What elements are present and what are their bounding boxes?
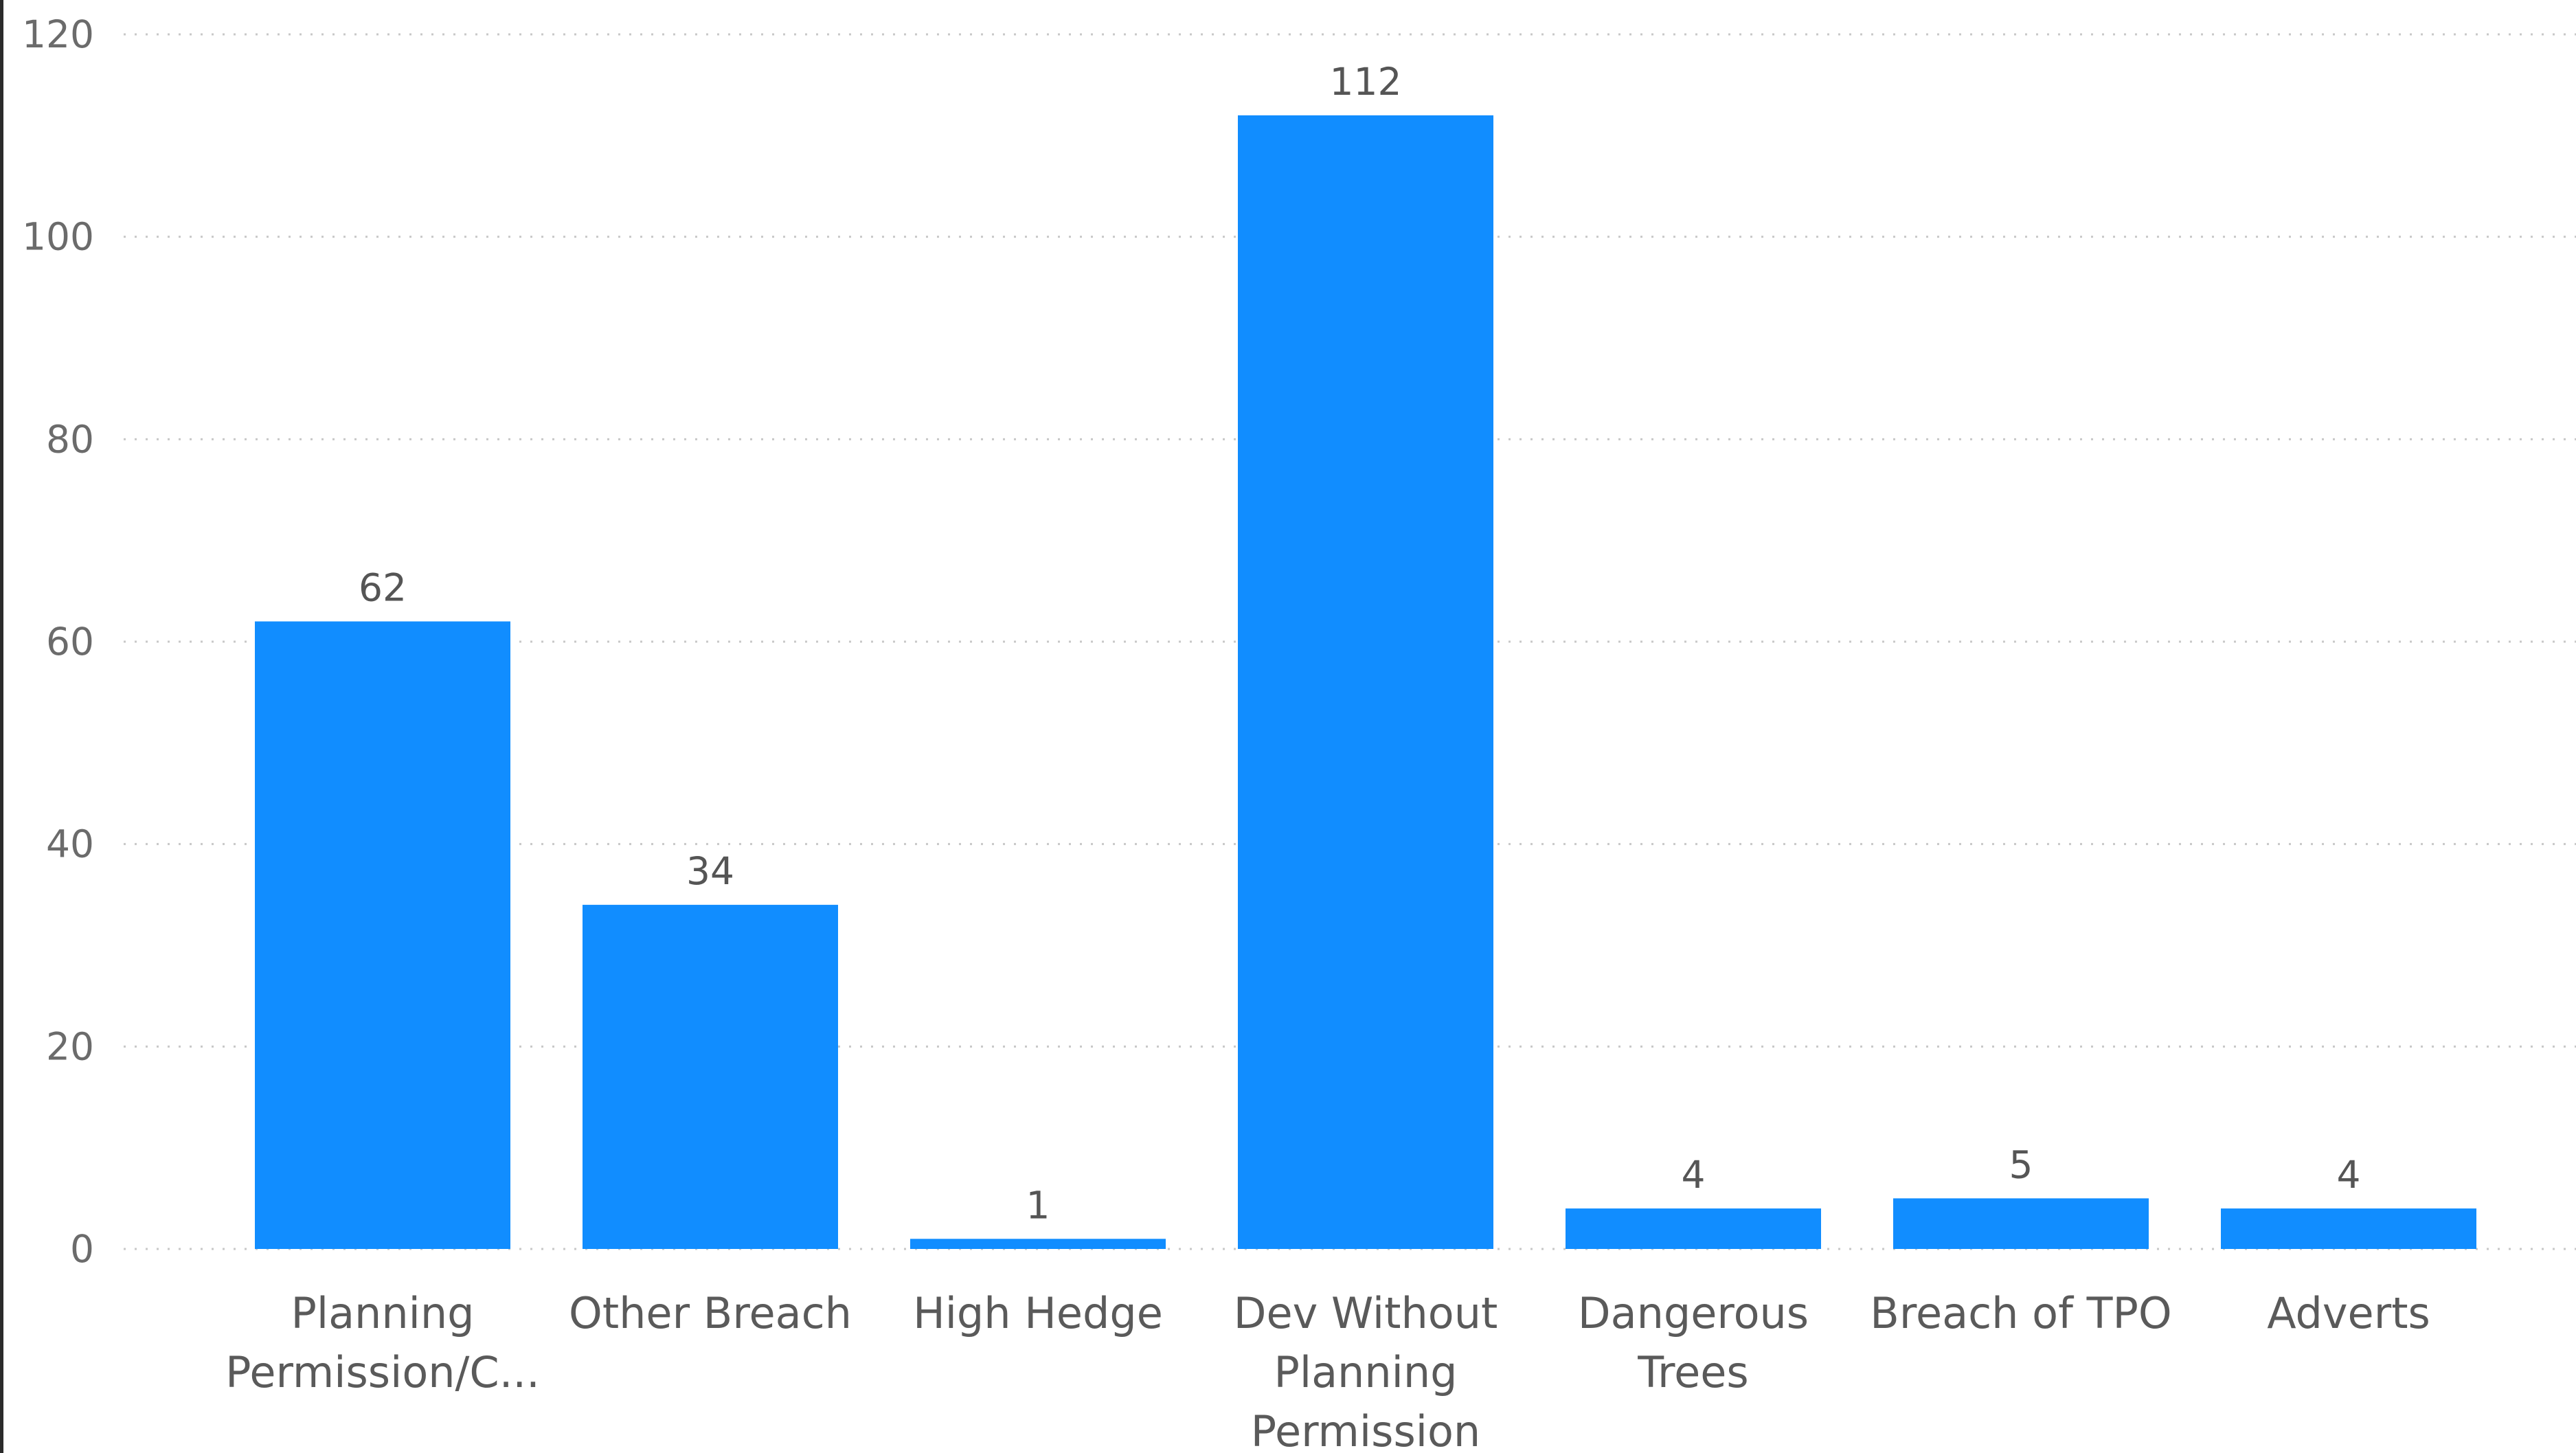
x-category-label: Other Breach xyxy=(569,1288,852,1338)
bar[interactable] xyxy=(2221,1208,2476,1249)
y-tick-label: 100 xyxy=(22,215,94,259)
x-category-label-line: Breach of TPO xyxy=(1870,1288,2171,1338)
bar[interactable] xyxy=(910,1239,1166,1249)
y-axis-ticks: 0 20 40 60 80 100 120 xyxy=(22,12,94,1271)
x-category-label-line: High Hedge xyxy=(913,1288,1163,1338)
bar-chart: 0 20 40 60 80 100 120 62 34 1 112 4 5 4 Planning Perm… xyxy=(22,12,2576,1453)
x-category-label-line: Adverts xyxy=(2267,1288,2430,1338)
x-category-label: Adverts xyxy=(2267,1288,2430,1338)
x-category-label-line: Dev Without xyxy=(1234,1288,1498,1338)
data-label: 4 xyxy=(2337,1153,2361,1197)
data-labels: 62 34 1 112 4 5 4 xyxy=(359,60,2361,1227)
data-label: 112 xyxy=(1330,60,1402,104)
x-category-label: Planning Permission/C... xyxy=(225,1288,540,1397)
y-tick-label: 20 xyxy=(46,1024,94,1068)
x-category-label-line: Other Breach xyxy=(569,1288,852,1338)
x-category-label: High Hedge xyxy=(913,1288,1163,1338)
x-category-label-line: Dangerous xyxy=(1578,1288,1809,1338)
x-category-label: Dangerous Trees xyxy=(1578,1288,1809,1397)
data-label: 5 xyxy=(2009,1142,2033,1186)
gridlines xyxy=(124,33,2576,1250)
bars xyxy=(255,115,2476,1249)
x-category-label-line: Planning xyxy=(291,1288,474,1338)
data-label: 62 xyxy=(359,566,407,610)
y-tick-label: 120 xyxy=(22,12,94,56)
bar[interactable] xyxy=(1238,115,1493,1249)
x-category-label: Breach of TPO xyxy=(1870,1288,2171,1338)
y-tick-label: 40 xyxy=(46,822,94,866)
x-axis-categories: Planning Permission/C... Other Breach High … xyxy=(225,1288,2430,1453)
x-category-label-line: Permission xyxy=(1251,1406,1480,1453)
y-tick-label: 80 xyxy=(46,417,94,461)
x-category-label-line: Permission/C... xyxy=(225,1347,540,1397)
x-category-label: Dev Without Planning Permission xyxy=(1234,1288,1498,1453)
data-label: 4 xyxy=(1682,1153,1706,1197)
y-tick-label: 0 xyxy=(70,1227,94,1271)
bar[interactable] xyxy=(583,905,838,1249)
data-label: 1 xyxy=(1026,1183,1050,1227)
y-tick-label: 60 xyxy=(46,620,94,664)
bar[interactable] xyxy=(1566,1208,1821,1249)
data-label: 34 xyxy=(686,849,734,893)
x-category-label-line: Planning xyxy=(1274,1347,1457,1397)
bar[interactable] xyxy=(255,621,510,1249)
x-category-label-line: Trees xyxy=(1637,1347,1748,1397)
bar[interactable] xyxy=(1893,1198,2149,1249)
